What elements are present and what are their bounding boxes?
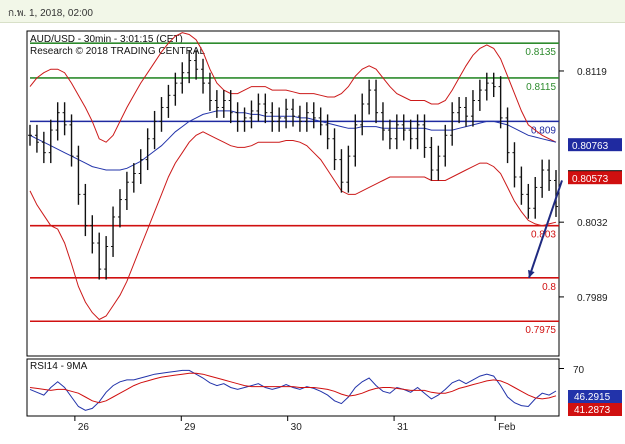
rsi-value-tag [568, 390, 622, 403]
x-tick-label: 26 [78, 422, 90, 433]
level-label: 0.8115 [526, 82, 556, 93]
forecast-arrow-shaft [528, 180, 563, 279]
rsi-tick-70: 70 [573, 365, 585, 376]
price-tag-label: 0.80763 [572, 141, 609, 152]
rsi-ma-line [29, 372, 557, 404]
instrument-title: AUD/USD - 30min - 3:01:15 (CET) [30, 34, 183, 45]
rsi-line [29, 369, 557, 411]
rsi-value-label-text: 46.2915 [574, 392, 611, 403]
level-label: 0.809 [531, 125, 556, 136]
x-tick-label: Feb [498, 422, 516, 433]
level-label: 0.7975 [525, 325, 556, 336]
price-tag [568, 138, 622, 152]
rsi-ma-label-text: 41.2873 [574, 405, 611, 416]
x-tick-label: 29 [184, 422, 196, 433]
level-label: 0.8 [542, 282, 556, 293]
x-tick-label: 31 [397, 422, 409, 433]
chart-layers: 26 29 30 31 Feb 0.8119 0.8032 0.7989 0.8135 0.811… [28, 32, 622, 433]
bollinger-lower [29, 131, 557, 321]
price-tag [568, 171, 622, 185]
top-bar: ก.พ. 1, 2018, 02:00 [0, 0, 625, 23]
forecast-arrow-head [528, 269, 535, 278]
bollinger-upper [29, 32, 557, 143]
y-tick-label: 0.8032 [577, 218, 608, 229]
rsi-label: RSI14 - 9MA [30, 361, 88, 372]
research-credit: Research © 2018 TRADING CENTRAL [30, 46, 205, 57]
price-tag-label: 0.80573 [572, 174, 609, 185]
x-tick-label: 30 [291, 422, 303, 433]
timestamp: ก.พ. 1, 2018, 02:00 [8, 8, 93, 19]
level-label: 0.8135 [525, 47, 556, 58]
rsi-ma-tag [568, 403, 622, 416]
y-tick-label: 0.8119 [577, 67, 607, 78]
y-tick-label: 0.7989 [577, 293, 608, 304]
